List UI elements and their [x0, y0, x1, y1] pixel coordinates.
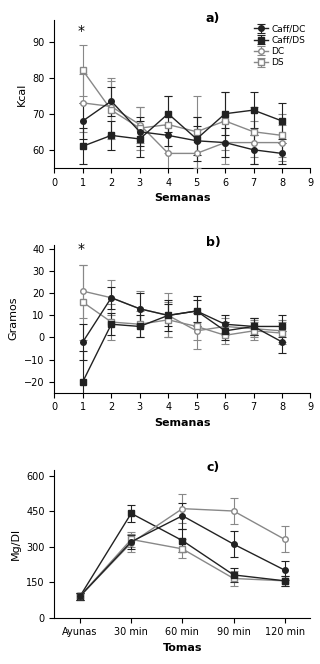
Text: *: *: [78, 242, 85, 256]
Y-axis label: Mg/Dl: Mg/Dl: [11, 527, 20, 560]
Title: a): a): [206, 11, 220, 25]
Y-axis label: Kcal: Kcal: [17, 82, 27, 106]
X-axis label: Tomas: Tomas: [163, 643, 202, 653]
Y-axis label: Gramos: Gramos: [9, 297, 19, 341]
Title: c): c): [206, 461, 220, 474]
Title: b): b): [206, 236, 220, 250]
X-axis label: Semanas: Semanas: [154, 193, 211, 203]
Text: *: *: [78, 24, 85, 38]
X-axis label: Semanas: Semanas: [154, 418, 211, 428]
Legend: Caff/DC, Caff/DS, DC, DS: Caff/DC, Caff/DS, DC, DS: [252, 23, 308, 69]
